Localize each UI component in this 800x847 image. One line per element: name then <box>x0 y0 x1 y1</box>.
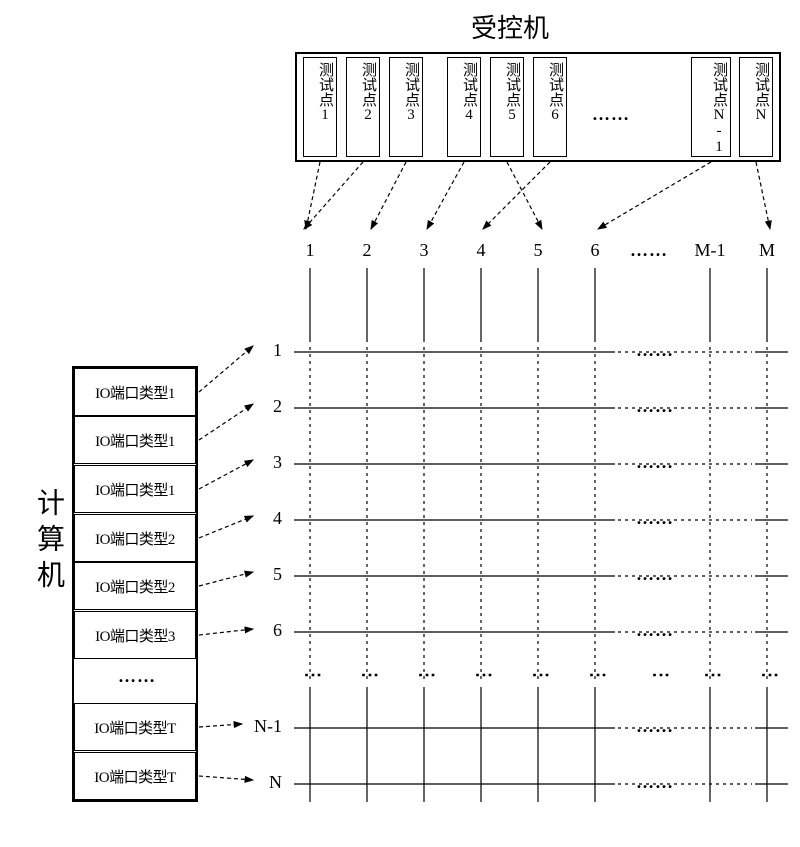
io-port-box: IO端口类型T <box>74 703 196 751</box>
col-vdots: ⋮ <box>702 666 724 682</box>
col-label: 4 <box>461 240 501 261</box>
test-point-box: 测试点N-1 <box>691 57 731 157</box>
test-point-box: 测试点5 <box>490 57 524 157</box>
col-label: M-1 <box>690 240 730 261</box>
col-label: 3 <box>404 240 444 261</box>
io-port-box: IO端口类型3 <box>74 611 196 659</box>
row-hdots: …… <box>636 396 674 417</box>
row-hdots: …… <box>636 620 674 641</box>
col-label: 6 <box>575 240 615 261</box>
test-point-label: 测试点3 <box>390 62 422 123</box>
test-point-box: 测试点2 <box>346 57 380 157</box>
test-point-label: 测试点N <box>740 62 772 123</box>
col-vdots: ⋮ <box>302 666 324 682</box>
test-point-label: 测试点4 <box>448 62 480 123</box>
row-hdots: …… <box>636 340 674 361</box>
test-point-box: 测试点4 <box>447 57 481 157</box>
io-port-box: IO端口类型1 <box>74 465 196 513</box>
row-label: 4 <box>232 508 282 529</box>
io-port-box: IO端口类型2 <box>74 562 196 610</box>
io-port-box: IO端口类型1 <box>74 416 196 464</box>
row-label: N-1 <box>232 716 282 737</box>
io-port-box: IO端口类型1 <box>74 368 196 416</box>
col-vdots: ⋮ <box>587 666 609 682</box>
col-label: M <box>747 240 787 261</box>
row-label: N <box>232 772 282 793</box>
test-point-label: 测试点1 <box>304 62 336 123</box>
col-vdots: ⋮ <box>473 666 495 682</box>
test-point-box: 测试点6 <box>533 57 567 157</box>
port-ellipsis: …… <box>118 666 156 687</box>
row-label: 3 <box>232 452 282 473</box>
test-point-label: 测试点5 <box>491 62 523 123</box>
test-point-box: 测试点1 <box>303 57 337 157</box>
col-vdots: ⋮ <box>416 666 438 682</box>
col-label-ellipsis: …… <box>630 240 668 261</box>
row-label: 5 <box>232 564 282 585</box>
test-point-ellipsis: …… <box>592 104 630 125</box>
io-port-box: IO端口类型T <box>74 752 196 800</box>
row-label: 1 <box>232 340 282 361</box>
row-hdots: …… <box>636 772 674 793</box>
row-label: 2 <box>232 396 282 417</box>
io-port-box: IO端口类型2 <box>74 514 196 562</box>
row-hdots: …… <box>636 508 674 529</box>
test-point-box: 测试点N <box>739 57 773 157</box>
grid-vdots: ⋮ <box>650 666 672 682</box>
col-label: 5 <box>518 240 558 261</box>
test-point-label: 测试点N-1 <box>692 62 730 155</box>
col-vdots: ⋮ <box>359 666 381 682</box>
test-point-label: 测试点2 <box>347 62 379 123</box>
row-hdots: …… <box>636 452 674 473</box>
row-hdots: …… <box>636 716 674 737</box>
col-vdots: ⋮ <box>759 666 781 682</box>
col-label: 1 <box>290 240 330 261</box>
test-point-box: 测试点3 <box>389 57 423 157</box>
test-point-label: 测试点6 <box>534 62 566 123</box>
col-vdots: ⋮ <box>530 666 552 682</box>
col-label: 2 <box>347 240 387 261</box>
row-label: 6 <box>232 620 282 641</box>
row-hdots: …… <box>636 564 674 585</box>
